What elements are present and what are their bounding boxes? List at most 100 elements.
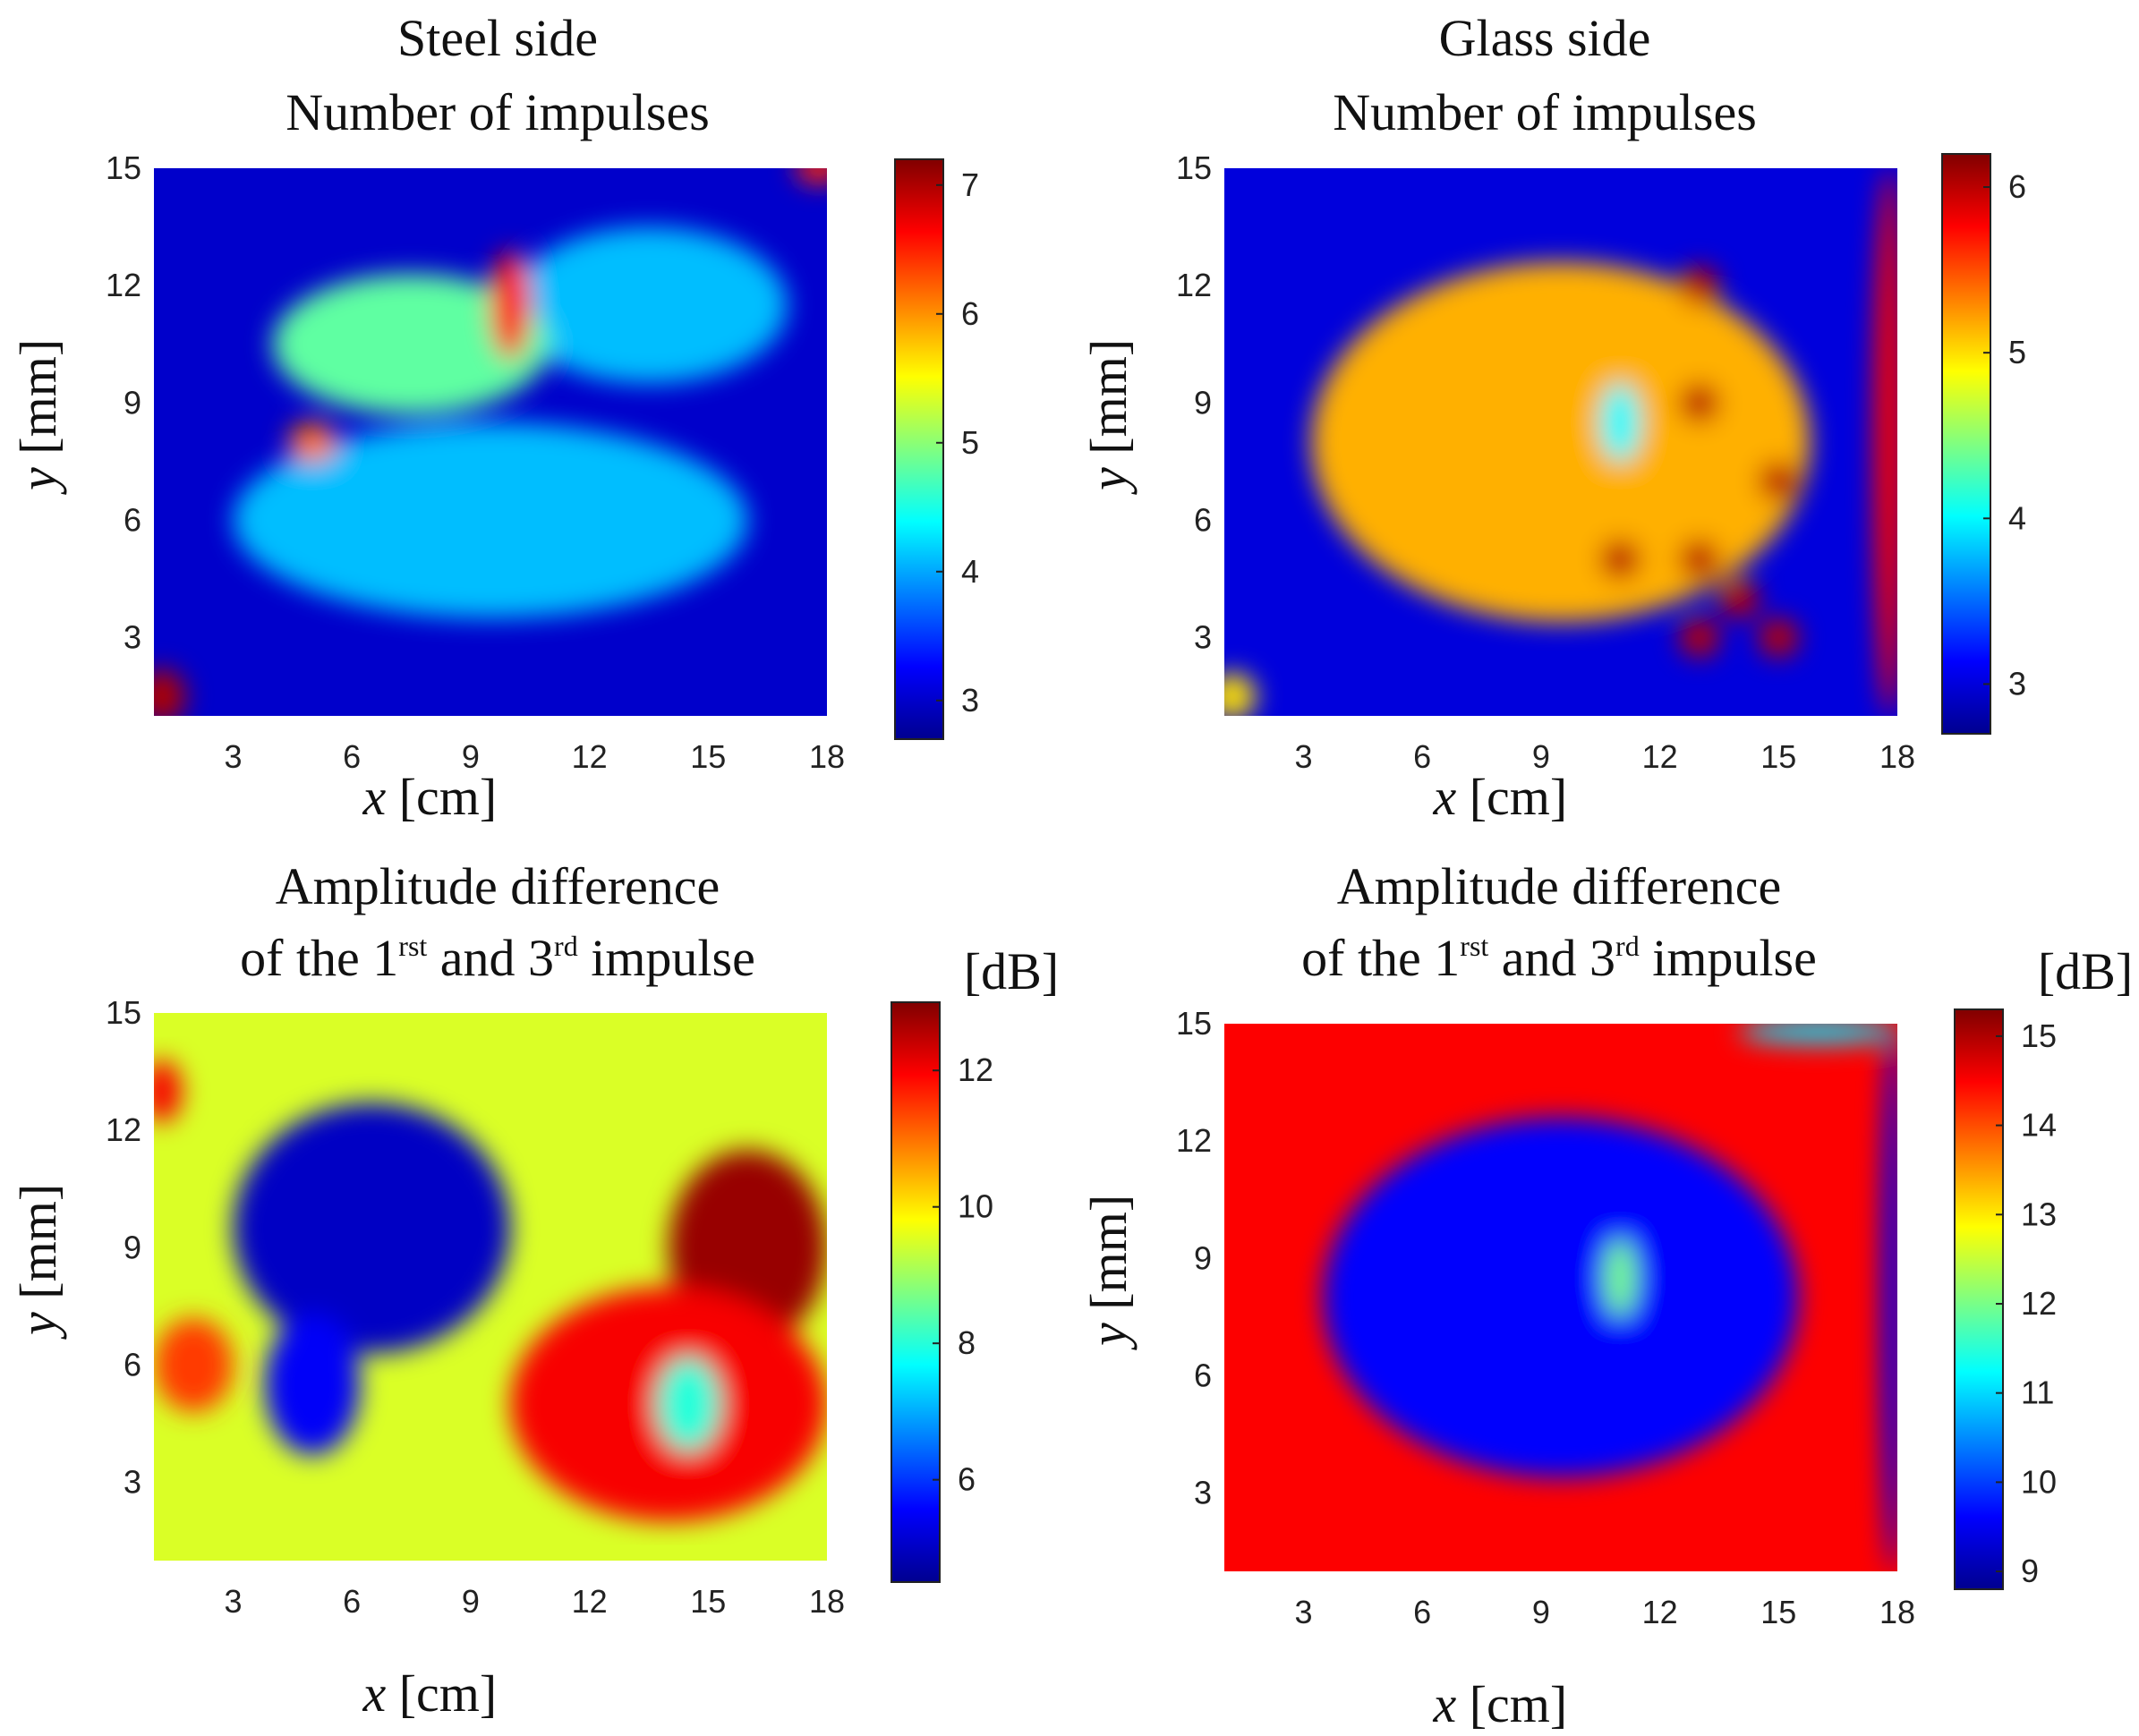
colorbar-tick-label: 13	[2021, 1196, 2057, 1232]
y-tick-label: 3	[124, 619, 141, 656]
y-tick-label: 6	[1194, 1357, 1212, 1393]
panel-glass-amplitude: 3 6 9 12 15 18 3 6 9 12 15 x [cm] y [mm] Amplitude di…	[1079, 857, 2133, 1733]
chart-title-line-1: Amplitude difference	[1337, 857, 1782, 915]
colorbar-tick-label: 12	[2021, 1285, 2057, 1322]
y-tick-label: 12	[1176, 1122, 1212, 1159]
colorbar-tick-label: 14	[2021, 1107, 2057, 1144]
x-tick-label: 6	[1413, 738, 1431, 775]
heatmap-region	[490, 250, 531, 361]
colorbar-unit-label: [dB]	[964, 942, 1059, 1000]
heatmap-blobs	[154, 168, 827, 716]
heatmap-region	[1881, 1024, 1897, 1571]
panel-glass-impulses: 3 6 9 12 15 18 3 6 9 12 15 x [cm] y [mm] Glass side Nu…	[1079, 9, 2026, 826]
chart-title-line-1: Glass side	[1439, 9, 1651, 67]
heatmap-region	[233, 1102, 511, 1354]
colorbar-tick-label: 3	[961, 682, 979, 719]
colorbar-tick-label: 4	[2008, 499, 2026, 536]
x-tick-label: 15	[690, 738, 726, 775]
x-axis-label: x [cm]	[1432, 768, 1567, 826]
colorbar-tick-label: 6	[958, 1461, 976, 1498]
y-tick-label: 12	[106, 267, 141, 303]
x-tick-label: 3	[224, 1583, 242, 1620]
heatmap-field	[154, 1013, 827, 1561]
heatmap-region	[1718, 579, 1760, 618]
colorbar-unit-label: [dB]	[2038, 942, 2133, 1000]
colorbar-tick-label: 9	[2021, 1553, 2039, 1589]
x-axis-label: x [cm]	[1432, 1675, 1567, 1733]
colorbar-tick-label: 12	[958, 1051, 993, 1088]
y-axis-label: y [mm]	[1079, 339, 1138, 495]
heatmap-region	[656, 1357, 720, 1451]
heatmap-field	[1224, 1024, 1897, 1571]
heatmap-region	[1679, 266, 1719, 305]
colorbar-tick-label: 5	[2008, 334, 2026, 370]
x-tick-label: 12	[1642, 1594, 1678, 1630]
colorbar-tick-label: 10	[2021, 1463, 2057, 1500]
chart-title-line-1: Steel side	[397, 9, 598, 67]
x-tick-label: 12	[572, 1583, 608, 1620]
y-tick-label: 9	[1194, 384, 1212, 421]
chart-title-line-1: Amplitude difference	[276, 857, 720, 915]
heatmap-region	[1739, 1024, 1897, 1043]
y-tick-label: 15	[106, 994, 141, 1031]
x-tick-label: 6	[343, 738, 361, 775]
heatmap-region	[1679, 540, 1719, 580]
y-tick-label: 15	[106, 149, 141, 186]
y-tick-label: 9	[124, 1229, 141, 1265]
y-tick-label: 15	[1176, 149, 1212, 186]
chart-title-line-2: Number of impulses	[1333, 83, 1757, 141]
x-tick-label: 18	[1879, 738, 1915, 775]
heatmap-region	[1600, 383, 1640, 462]
colorbar-tick-label: 15	[2021, 1017, 2057, 1054]
y-axis-label: y [mm]	[1079, 1195, 1138, 1350]
heatmap-region	[1224, 672, 1257, 716]
x-tick-label: 15	[1760, 738, 1796, 775]
y-tick-label: 3	[124, 1464, 141, 1501]
y-axis-label: y [mm]	[9, 1184, 67, 1340]
colorbar-tick-label: 7	[961, 166, 979, 203]
x-axis-label: x [cm]	[362, 768, 497, 826]
y-tick-label: 12	[106, 1111, 141, 1148]
heatmap-region	[288, 422, 337, 462]
colorbar-tick-label: 6	[961, 295, 979, 332]
heatmap-blobs	[1224, 168, 1897, 716]
x-tick-label: 12	[1642, 738, 1678, 775]
colorbar-tick-label: 3	[2008, 665, 2026, 702]
x-tick-label: 3	[1294, 1594, 1312, 1630]
x-tick-label: 3	[1294, 738, 1312, 775]
heatmap-field	[1224, 168, 1897, 716]
heatmap-region	[272, 274, 550, 415]
heatmap-region	[233, 422, 748, 618]
y-tick-label: 6	[1194, 501, 1212, 538]
colorbar	[1954, 1008, 2004, 1590]
x-tick-label: 6	[1413, 1594, 1431, 1630]
x-tick-label: 9	[462, 1583, 480, 1620]
x-tick-label: 9	[1532, 1594, 1550, 1630]
heatmap-region	[154, 668, 186, 716]
y-axis-label: y [mm]	[9, 339, 67, 495]
chart-title-line-2: Number of impulses	[285, 83, 710, 141]
x-tick-label: 18	[1879, 1594, 1915, 1630]
colorbar-tick-label: 11	[2021, 1374, 2054, 1411]
panel-steel-amplitude: 3 6 9 12 15 18 3 6 9 12 15 x [cm] y [mm] Amplitude di…	[9, 857, 1059, 1723]
heatmap-region	[1759, 617, 1799, 658]
x-tick-label: 9	[462, 738, 480, 775]
y-tick-label: 6	[124, 501, 141, 538]
heatmap-field	[154, 168, 827, 716]
heatmap-region	[795, 168, 827, 184]
heatmap-blobs	[154, 1059, 827, 1522]
chart-title-line-2: of the 1rst and 3rd impulse	[1301, 929, 1817, 987]
colorbar-tick-label: 6	[2008, 168, 2026, 205]
colorbar	[894, 158, 944, 740]
y-tick-label: 3	[1194, 1475, 1212, 1511]
heatmap-region	[1679, 617, 1719, 658]
heatmap-region	[154, 1317, 234, 1412]
x-tick-label: 15	[690, 1583, 726, 1620]
colorbar-tick-label: 5	[961, 424, 979, 461]
heatmap-region	[154, 1059, 182, 1123]
x-tick-label: 18	[809, 738, 845, 775]
x-tick-label: 18	[809, 1583, 845, 1620]
colorbar-tick-label: 10	[958, 1188, 993, 1225]
panel-steel-impulses: 3 6 9 12 15 18 3 6 9 12 15 x [cm] y [mm] Steel side Nu…	[9, 9, 979, 826]
